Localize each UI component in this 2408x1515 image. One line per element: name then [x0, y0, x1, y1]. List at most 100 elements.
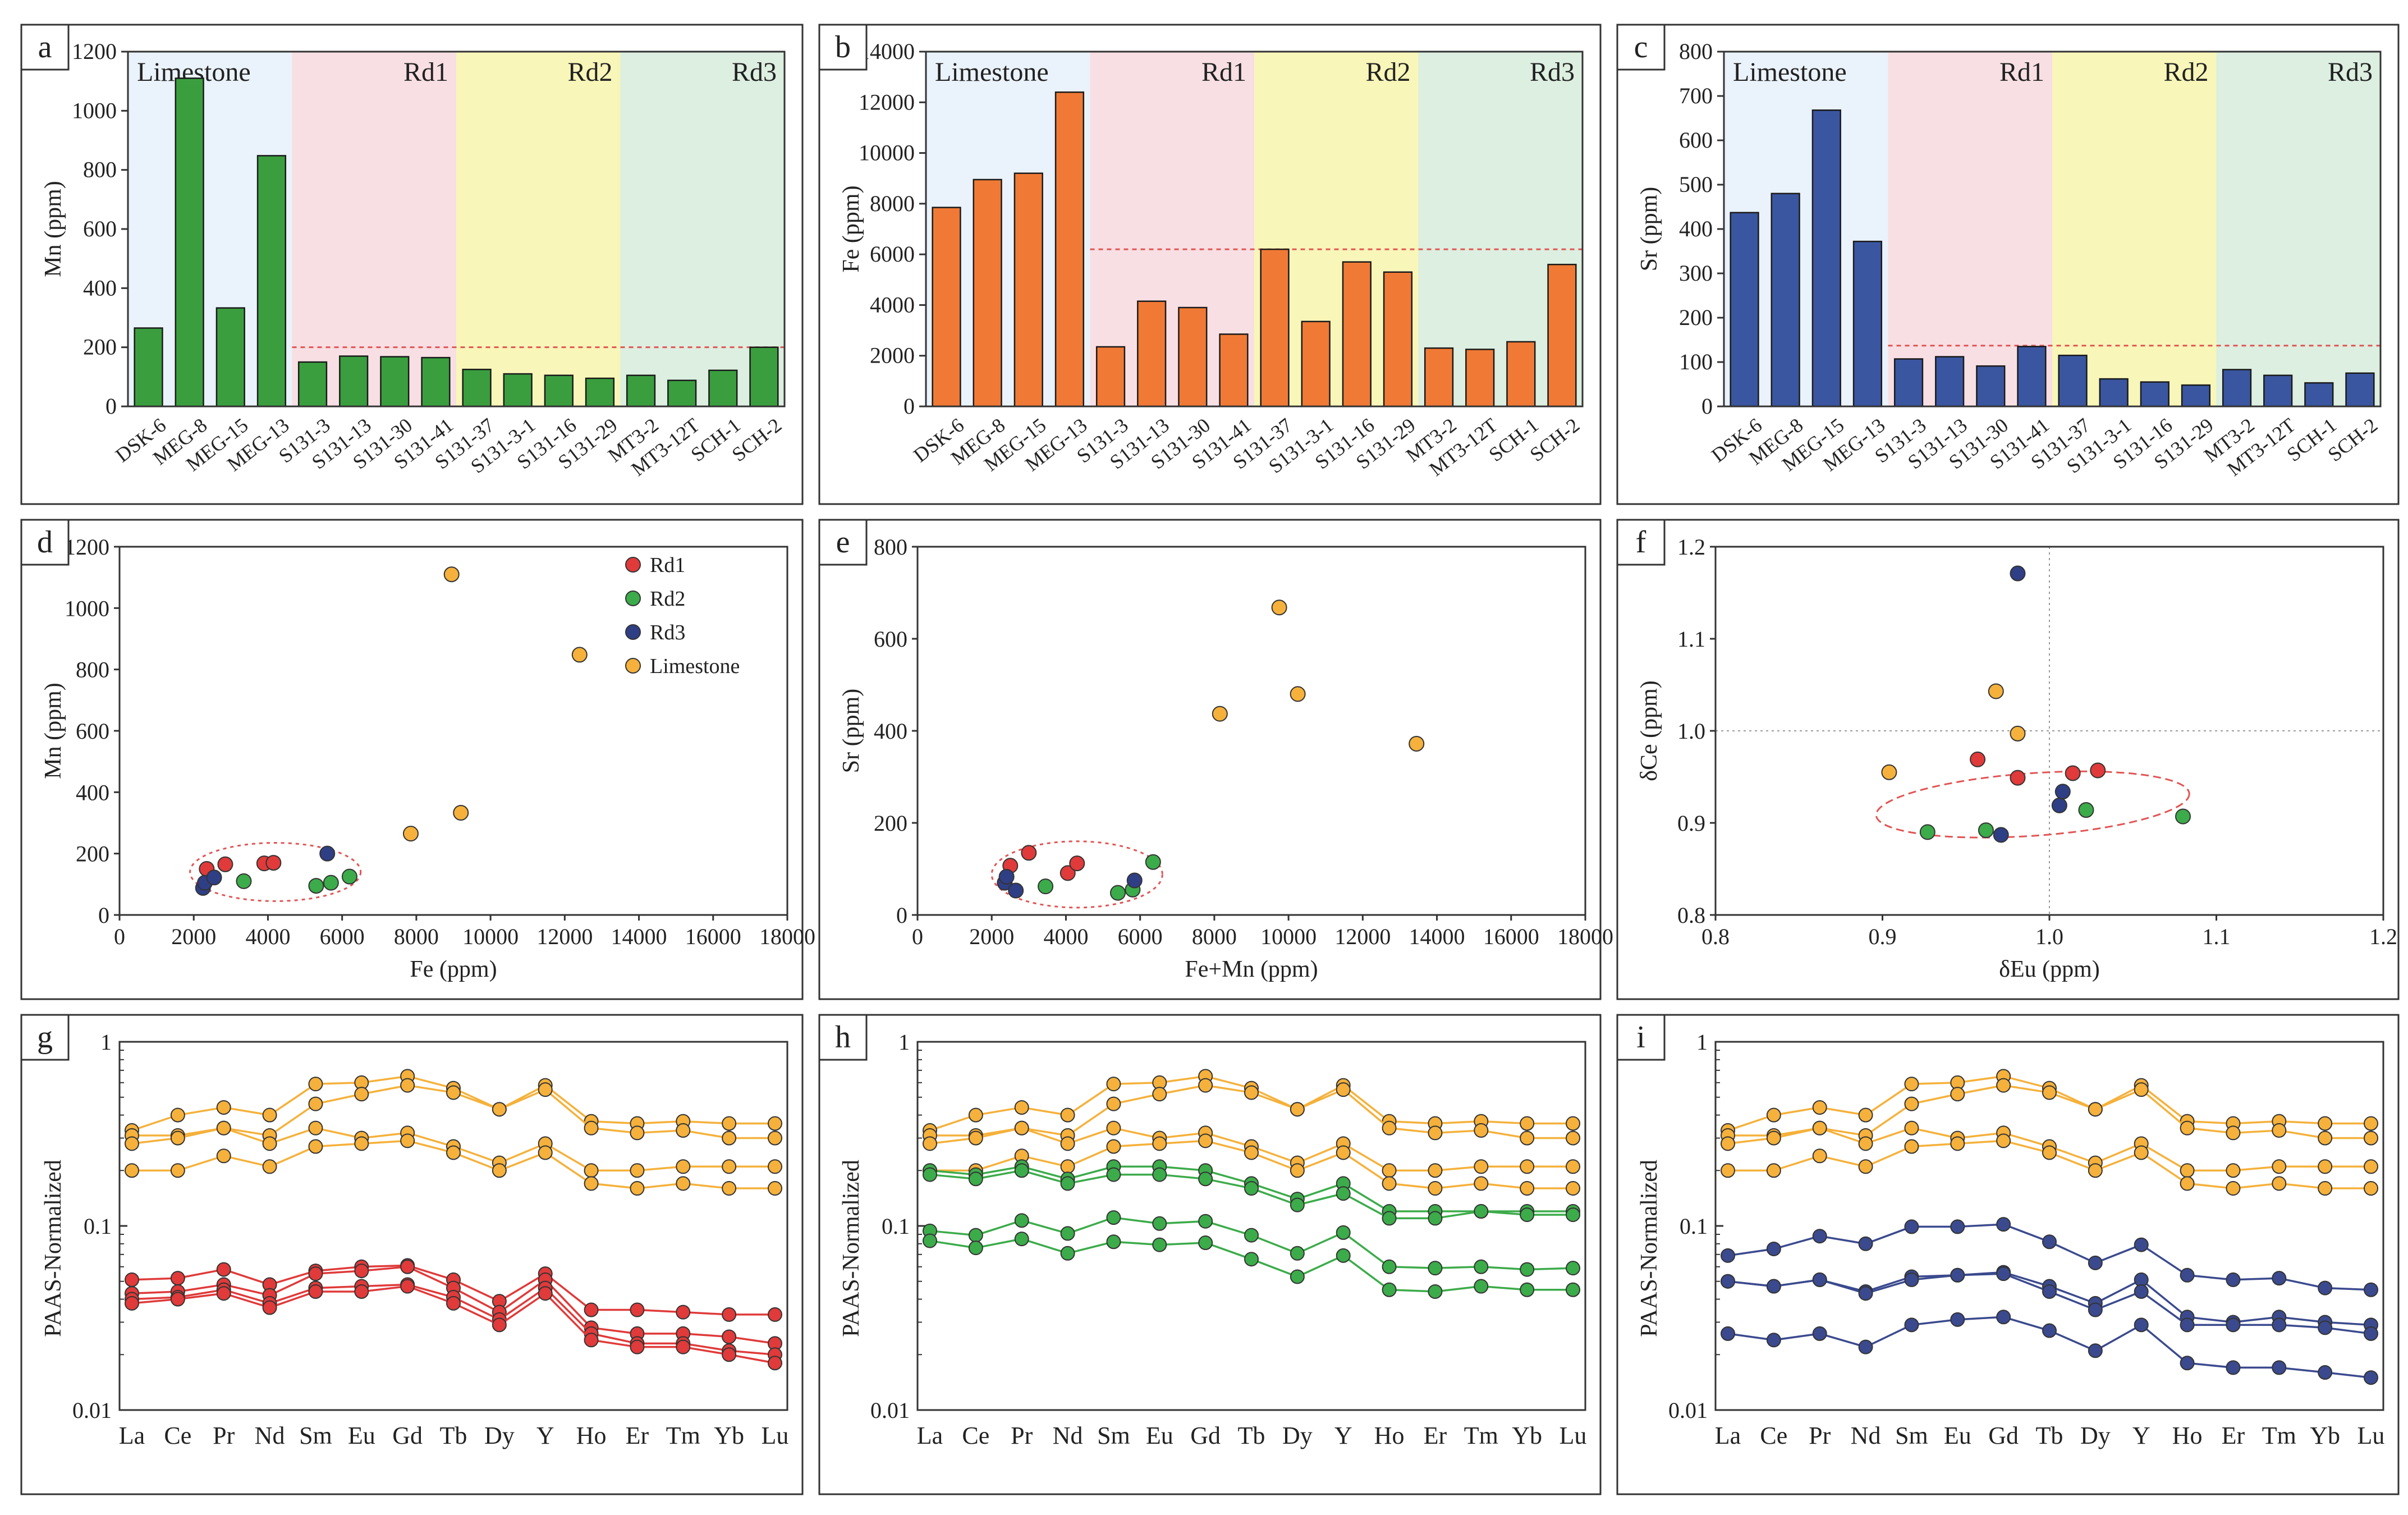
- series-point: [125, 1163, 139, 1178]
- y-axis-label: Mn (ppm): [40, 181, 66, 277]
- x-tick-label: 10000: [462, 924, 519, 949]
- series-point: [1244, 1085, 1259, 1100]
- series-point: [400, 1133, 415, 1148]
- panel-label: d: [37, 525, 53, 560]
- panel-frame: [1616, 1014, 2400, 1495]
- y-axis-label: δCe (ppm): [1636, 680, 1662, 781]
- series-point: [2042, 1085, 2057, 1100]
- series-point: [2364, 1159, 2378, 1174]
- series-point: [584, 1163, 599, 1178]
- series-point: [1336, 1225, 1351, 1240]
- scatter-point: [998, 868, 1015, 885]
- y-tick-label: 10000: [859, 140, 915, 166]
- x-tick-label: 14000: [1409, 924, 1465, 949]
- y-tick-label: 0.1: [1680, 1214, 1708, 1239]
- scatter-point: [1145, 854, 1161, 870]
- y-tick-label: 800: [874, 534, 907, 560]
- series-point: [676, 1305, 691, 1320]
- scatter-point: [2175, 808, 2191, 825]
- y-tick-label: 1.1: [1677, 626, 1705, 652]
- series-point: [1382, 1120, 1397, 1136]
- series-point: [262, 1159, 277, 1174]
- bar: [1013, 172, 1043, 408]
- series-point: [1566, 1181, 1580, 1196]
- series-point: [1520, 1207, 1535, 1223]
- bar: [175, 77, 204, 408]
- x-tick-label: Dy: [2080, 1422, 2111, 1449]
- scatter-point: [323, 875, 339, 891]
- series-point: [2318, 1159, 2333, 1174]
- y-axis-label: Fe (ppm): [838, 185, 864, 272]
- series-point: [1996, 1133, 2011, 1148]
- y-tick-label: 0: [1701, 393, 1713, 419]
- series-point: [2180, 1120, 2195, 1136]
- series-point: [1812, 1100, 1827, 1115]
- series-point: [2318, 1181, 2333, 1196]
- cluster-ellipse: [189, 842, 362, 902]
- x-axis-label: δEu (ppm): [1999, 956, 2100, 982]
- scatter-point: [1212, 706, 1228, 722]
- series-point: [2364, 1370, 2378, 1385]
- y-tick-label: 500: [1679, 172, 1713, 197]
- panel-b: Limestone Rd1 Rd2 Rd3DSK-6MEG-8MEG-15MEG-13…: [818, 24, 1602, 505]
- zone-label: Rd3: [1530, 57, 1575, 87]
- panel-label-box: [20, 24, 70, 71]
- y-tick-label: 1: [1696, 1029, 1708, 1055]
- series-point: [2088, 1163, 2103, 1178]
- x-tick-label: Pr: [1011, 1422, 1033, 1449]
- x-tick-label: 14000: [611, 924, 667, 949]
- series-point: [1106, 1096, 1121, 1111]
- x-tick-label: 6000: [1118, 924, 1163, 949]
- scatter-point: [265, 855, 282, 871]
- series-point: [308, 1266, 323, 1281]
- bar: [1054, 91, 1085, 408]
- y-tick-label: 0: [106, 393, 117, 419]
- cluster-ellipse: [1875, 770, 2190, 839]
- series-point: [2272, 1123, 2287, 1138]
- series-point: [1106, 1077, 1121, 1092]
- series-point: [1336, 1145, 1351, 1160]
- y-tick-label: 0: [896, 903, 907, 928]
- series-point: [1060, 1246, 1075, 1261]
- series-point: [768, 1130, 782, 1146]
- series-point: [2272, 1159, 2287, 1174]
- series-point: [1106, 1120, 1121, 1136]
- series-point: [354, 1087, 369, 1102]
- bar: [1506, 341, 1536, 408]
- bar: [2099, 378, 2129, 408]
- series-point: [2318, 1130, 2333, 1146]
- zone-label: Rd3: [732, 57, 777, 87]
- x-tick-label: Y: [2132, 1422, 2150, 1449]
- series-point: [1152, 1167, 1167, 1182]
- scatter-point: [217, 856, 233, 872]
- x-tick-label: Ce: [164, 1422, 191, 1449]
- series-point: [1812, 1148, 1827, 1164]
- legend-label: Rd2: [650, 587, 685, 611]
- series-point: [1766, 1130, 1781, 1146]
- series-point: [1106, 1210, 1121, 1225]
- scatter-point: [1069, 855, 1085, 872]
- series-point: [1014, 1120, 1029, 1136]
- series-point: [1812, 1326, 1827, 1341]
- series-point: [2318, 1365, 2333, 1380]
- y-tick-label: 1: [898, 1029, 910, 1055]
- series-point: [2226, 1181, 2241, 1196]
- bar: [462, 368, 492, 408]
- x-tick-label: Yb: [714, 1422, 744, 1449]
- series-point: [2364, 1130, 2378, 1146]
- y-tick-label: 400: [874, 718, 907, 744]
- series-point: [308, 1139, 323, 1154]
- series-point: [538, 1145, 553, 1160]
- series-point: [1812, 1229, 1827, 1244]
- panel-c: Limestone Rd1 Rd2 Rd3DSK-6MEG-8MEG-15MEG-13…: [1616, 24, 2400, 505]
- scatter-point: [1271, 599, 1287, 616]
- series-point: [722, 1307, 737, 1322]
- x-tick-label: 18000: [759, 924, 815, 949]
- y-tick-label: 100: [1679, 349, 1713, 374]
- y-tick-label: 1.0: [1677, 718, 1705, 744]
- x-tick-label: Ce: [1760, 1422, 1787, 1449]
- series-point: [1060, 1226, 1075, 1241]
- series-point: [1721, 1136, 1735, 1151]
- scatter-point: [1978, 822, 1994, 839]
- y-tick-label: 600: [76, 718, 109, 744]
